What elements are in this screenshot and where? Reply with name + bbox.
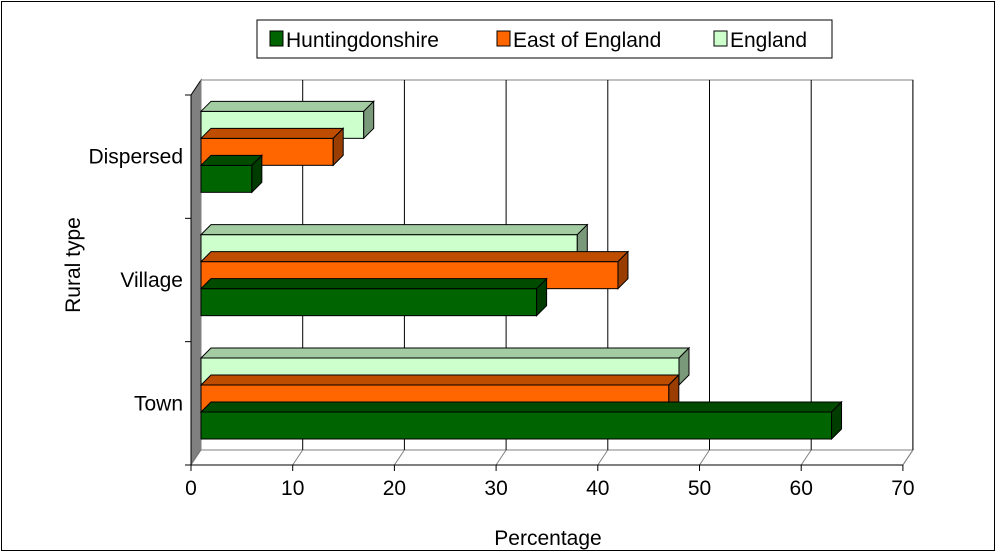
category-label: Town	[134, 392, 183, 415]
axes	[185, 94, 904, 471]
bar-side-face	[363, 100, 375, 140]
legend: Huntingdonshire East of England England	[256, 19, 833, 59]
legend-label: Huntingdonshire	[286, 29, 439, 52]
x-tick-label: 40	[586, 477, 609, 500]
floor-gridline	[292, 449, 304, 466]
x-tick-label: 10	[281, 477, 304, 500]
category-labels: Town Village Dispersed	[88, 146, 183, 416]
x-axis-title: Percentage	[494, 527, 601, 550]
bar-side-face	[831, 400, 843, 441]
bar-top-face	[199, 100, 375, 112]
bar-huntingdonshire-town	[200, 411, 833, 440]
legend-label: East of England	[513, 29, 661, 52]
legend-swatch	[496, 30, 511, 47]
x-tick-label: 0	[185, 477, 197, 500]
category-label: Village	[120, 269, 183, 292]
floor-gridline	[699, 449, 710, 466]
category-label: Dispersed	[88, 146, 183, 169]
bar-side-face	[617, 250, 629, 290]
bars	[199, 100, 843, 441]
x-tick-label: 70	[891, 477, 914, 500]
legend-label: England	[730, 29, 807, 52]
bar-top-face	[199, 374, 681, 386]
floor-gridline	[495, 449, 507, 466]
bar-top-face	[199, 401, 843, 413]
bar-top-face	[199, 224, 589, 236]
bar-top-face	[199, 251, 630, 263]
floor	[190, 449, 914, 466]
x-tick-label: 50	[688, 477, 711, 500]
bar-top-face	[199, 127, 345, 139]
floor-gridline	[902, 449, 914, 466]
x-tick-label: 30	[484, 477, 507, 500]
bar-huntingdonshire-dispersed	[200, 164, 253, 193]
bar-huntingdonshire-village	[200, 288, 538, 317]
bar-top-face	[199, 347, 691, 359]
floor-gridline	[597, 449, 609, 466]
x-tick-label: 20	[383, 477, 406, 500]
floor-gridline	[393, 449, 405, 466]
x-tick-label: 60	[790, 477, 813, 500]
bar-side-face	[332, 127, 344, 167]
legend-swatch	[713, 30, 728, 47]
bar-side-face	[251, 154, 263, 194]
legend-box	[256, 19, 833, 59]
side-wall	[190, 78, 202, 467]
y-axis-title: Rural type	[62, 217, 85, 313]
bar-top-face	[199, 278, 548, 290]
bar-side-face	[536, 277, 548, 317]
tick-labels: 0 10 20 30 40 50 60 70	[185, 477, 914, 500]
legend-swatch	[269, 30, 284, 47]
floor-gridline	[800, 449, 812, 466]
